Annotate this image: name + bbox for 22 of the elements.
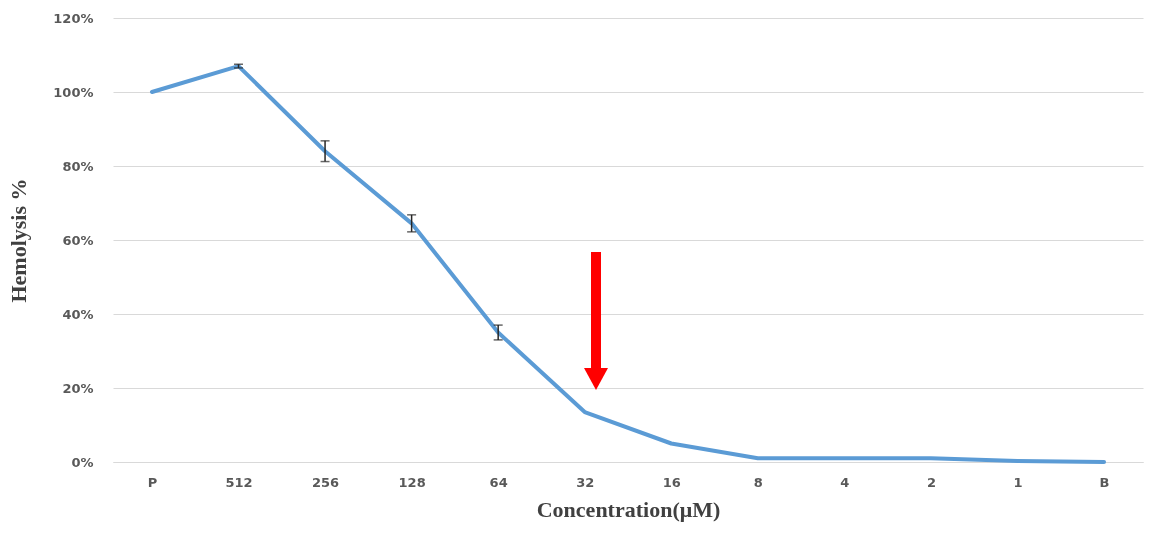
x-tick-label: 32 <box>576 474 595 490</box>
x-tick-label: 512 <box>225 474 253 490</box>
x-tick-label: P <box>147 474 158 490</box>
x-tick-label: 1 <box>1013 474 1023 490</box>
y-tick-label: 40% <box>62 306 94 322</box>
y-tick-label: 0% <box>71 454 94 470</box>
x-tick-label: 128 <box>398 474 426 490</box>
x-axis-title: Concentration(μM) <box>536 496 721 522</box>
y-tick-label: 100% <box>53 84 94 100</box>
y-axis-title: Hemolysis % <box>6 178 32 303</box>
x-tick-label: 256 <box>311 474 340 490</box>
x-tick-label: 16 <box>662 474 681 490</box>
y-tick-label: 20% <box>62 380 94 396</box>
x-tick-label: 2 <box>926 474 936 490</box>
y-tick-label: 80% <box>62 158 94 174</box>
line-series <box>149 64 1107 464</box>
y-tick-label: 60% <box>62 232 94 248</box>
y-tick-label: 120% <box>53 10 94 26</box>
x-tick-label: 4 <box>840 474 850 490</box>
x-tick-label: B <box>1099 474 1110 490</box>
x-tick-label: 64 <box>489 474 508 490</box>
x-tick-label: 8 <box>753 474 763 490</box>
